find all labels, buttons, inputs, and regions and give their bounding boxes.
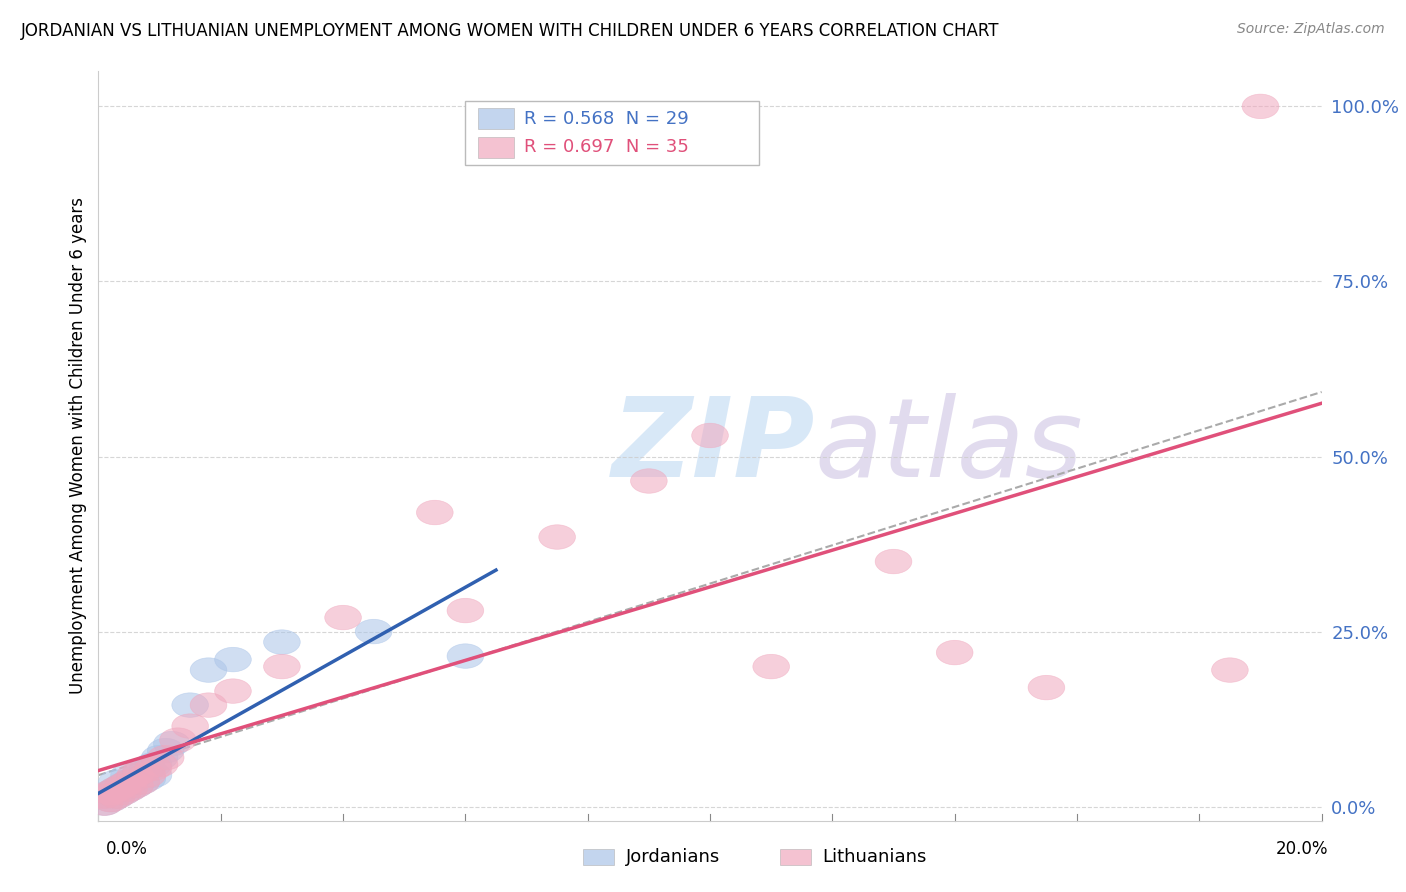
Ellipse shape [104, 780, 141, 805]
Text: Jordanians: Jordanians [626, 848, 720, 866]
Ellipse shape [111, 777, 148, 801]
Ellipse shape [1028, 675, 1064, 700]
Ellipse shape [630, 469, 668, 493]
Text: JORDANIAN VS LITHUANIAN UNEMPLOYMENT AMONG WOMEN WITH CHILDREN UNDER 6 YEARS COR: JORDANIAN VS LITHUANIAN UNEMPLOYMENT AMO… [21, 22, 1000, 40]
Ellipse shape [93, 780, 129, 805]
Ellipse shape [129, 766, 166, 791]
Ellipse shape [538, 524, 575, 549]
Ellipse shape [104, 773, 141, 797]
Text: 20.0%: 20.0% [1277, 840, 1329, 858]
Ellipse shape [98, 777, 135, 801]
Ellipse shape [325, 606, 361, 630]
Ellipse shape [98, 784, 135, 808]
Ellipse shape [117, 773, 153, 797]
Ellipse shape [447, 599, 484, 623]
Ellipse shape [263, 655, 301, 679]
Ellipse shape [135, 752, 172, 777]
Text: atlas: atlas [814, 392, 1083, 500]
Ellipse shape [135, 763, 172, 788]
Ellipse shape [190, 657, 226, 682]
Ellipse shape [263, 630, 301, 655]
Ellipse shape [122, 770, 160, 795]
Ellipse shape [356, 619, 392, 644]
Text: Lithuanians: Lithuanians [823, 848, 927, 866]
Ellipse shape [111, 770, 148, 795]
Ellipse shape [172, 714, 208, 739]
Ellipse shape [141, 746, 179, 770]
Text: ZIP: ZIP [612, 392, 815, 500]
Ellipse shape [752, 655, 790, 679]
Ellipse shape [117, 763, 153, 788]
Ellipse shape [1241, 95, 1279, 119]
Ellipse shape [111, 763, 148, 788]
Ellipse shape [215, 679, 252, 704]
Ellipse shape [875, 549, 912, 574]
Ellipse shape [104, 773, 141, 797]
Ellipse shape [148, 739, 184, 763]
Ellipse shape [692, 423, 728, 448]
Ellipse shape [141, 752, 179, 777]
Text: Source: ZipAtlas.com: Source: ZipAtlas.com [1237, 22, 1385, 37]
Ellipse shape [1212, 657, 1249, 682]
Y-axis label: Unemployment Among Women with Children Under 6 years: Unemployment Among Women with Children U… [69, 197, 87, 695]
Ellipse shape [129, 756, 166, 780]
Ellipse shape [86, 784, 122, 808]
FancyBboxPatch shape [478, 108, 515, 129]
Ellipse shape [172, 693, 208, 717]
Ellipse shape [93, 788, 129, 812]
Ellipse shape [416, 500, 453, 524]
Text: R = 0.568  N = 29: R = 0.568 N = 29 [524, 110, 689, 128]
Ellipse shape [129, 763, 166, 788]
Ellipse shape [160, 728, 197, 752]
Ellipse shape [98, 770, 135, 795]
Ellipse shape [148, 746, 184, 770]
Ellipse shape [111, 770, 148, 795]
Ellipse shape [117, 773, 153, 797]
Ellipse shape [936, 640, 973, 665]
Ellipse shape [104, 780, 141, 805]
Ellipse shape [447, 644, 484, 668]
Text: R = 0.697  N = 35: R = 0.697 N = 35 [524, 138, 689, 156]
Ellipse shape [135, 756, 172, 780]
Ellipse shape [122, 759, 160, 784]
Ellipse shape [122, 759, 160, 784]
Text: 0.0%: 0.0% [105, 840, 148, 858]
Ellipse shape [93, 780, 129, 805]
Ellipse shape [86, 791, 122, 815]
Ellipse shape [111, 777, 148, 801]
Ellipse shape [190, 693, 226, 717]
Ellipse shape [215, 648, 252, 672]
Ellipse shape [153, 731, 190, 756]
Ellipse shape [98, 784, 135, 808]
Ellipse shape [98, 777, 135, 801]
Ellipse shape [86, 791, 122, 815]
FancyBboxPatch shape [478, 136, 515, 158]
Ellipse shape [86, 784, 122, 808]
Ellipse shape [93, 788, 129, 812]
Ellipse shape [122, 770, 160, 795]
FancyBboxPatch shape [465, 102, 759, 165]
Ellipse shape [117, 766, 153, 791]
